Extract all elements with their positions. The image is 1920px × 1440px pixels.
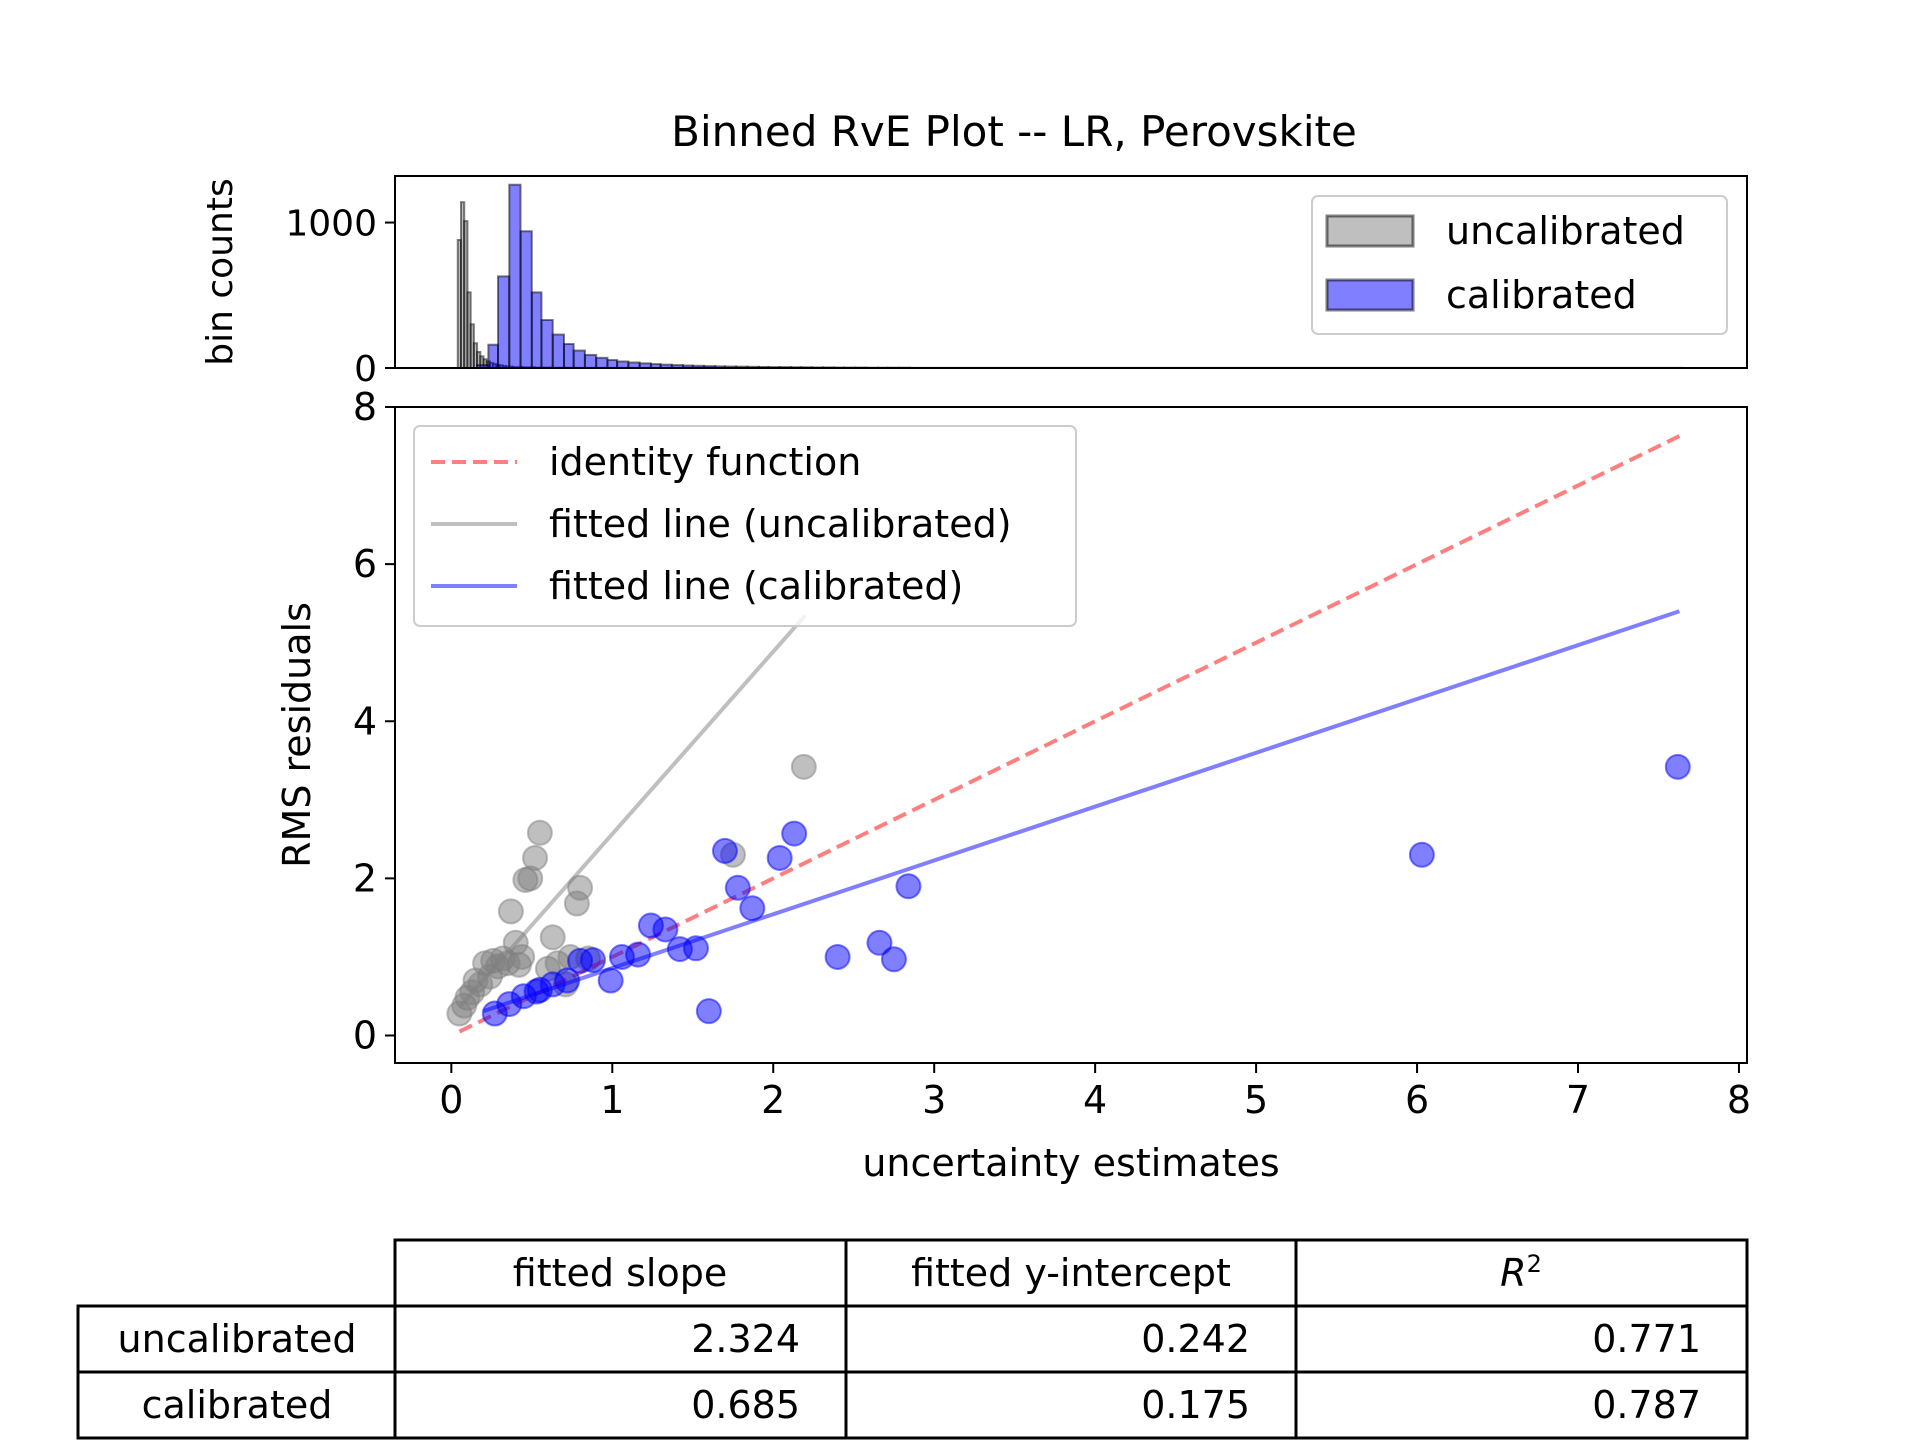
table-cell: 0.787 <box>1592 1383 1701 1427</box>
data-point-calibrated <box>781 820 808 847</box>
data-point-uncalibrated <box>539 924 566 951</box>
histogram-y-axis: 0 1000 <box>285 204 395 390</box>
legend-swatch-uncalibrated <box>1325 214 1415 248</box>
scatter-panel: 0 1 2 3 4 5 6 7 8 0 2 4 6 8 uncertainty estimates RMS… <box>275 385 1751 1185</box>
data-point-calibrated <box>695 998 722 1025</box>
histogram-bar-calibrated <box>583 353 598 369</box>
histogram-bar-calibrated <box>551 333 566 369</box>
scatter-x-tick-label: 5 <box>1244 1078 1268 1122</box>
histogram-legend-box <box>1311 195 1728 335</box>
histogram-frame <box>394 175 1748 369</box>
scatter-y-label: RMS residuals <box>275 602 319 868</box>
r2-superscript: 2 <box>1527 1250 1542 1278</box>
table-cell: 0.771 <box>1592 1317 1701 1361</box>
r2-symbol: R <box>1500 1251 1526 1295</box>
histogram-y-tick-label: 0 <box>354 349 377 390</box>
histogram-legend: uncalibrated calibrated <box>1311 195 1728 335</box>
data-point-uncalibrated <box>509 943 536 970</box>
data-point-calibrated <box>895 873 922 900</box>
data-point-calibrated <box>739 895 766 922</box>
scatter-x-tick-label: 0 <box>439 1078 463 1122</box>
table-header-intercept: fitted y-intercept <box>911 1251 1231 1295</box>
data-point-uncalibrated <box>497 898 524 925</box>
table-cell: 0.175 <box>1141 1383 1250 1427</box>
legend-label-fit-uncalibrated: fitted line (uncalibrated) <box>549 502 1012 546</box>
scatter-legend-box <box>413 425 1077 627</box>
scatter-y-tick-label: 0 <box>353 1014 377 1058</box>
histogram-y-label: bin counts <box>200 178 241 365</box>
data-point-uncalibrated <box>526 819 553 846</box>
histogram-bar-calibrated <box>595 356 609 369</box>
scatter-x-tick-label: 1 <box>600 1078 624 1122</box>
table-cell: 0.685 <box>691 1383 800 1427</box>
scatter-x-tick-label: 2 <box>761 1078 785 1122</box>
scatter-points-calibrated <box>481 753 1691 1027</box>
legend-label-calibrated: calibrated <box>1446 273 1637 317</box>
data-point-calibrated <box>625 941 652 968</box>
scatter-axes: 0 1 2 3 4 5 6 7 8 0 2 4 6 8 <box>353 385 1751 1122</box>
data-point-calibrated <box>866 929 893 956</box>
scatter-x-tick-label: 4 <box>1083 1078 1107 1122</box>
data-point-calibrated <box>1408 841 1435 868</box>
data-point-uncalibrated <box>522 844 549 871</box>
data-point-uncalibrated <box>567 874 594 901</box>
histogram-bar-calibrated <box>540 319 554 369</box>
data-point-calibrated <box>597 967 624 994</box>
data-point-calibrated <box>824 943 851 970</box>
scatter-y-tick-label: 8 <box>353 385 377 429</box>
data-point-calibrated <box>724 874 751 901</box>
scatter-x-tick-label: 3 <box>922 1078 946 1122</box>
table-header-slope: fitted slope <box>513 1251 727 1295</box>
histogram-panel: 0 1000 bin counts uncalibrated calibrated <box>200 175 1748 390</box>
legend-label-fit-calibrated: fitted line (calibrated) <box>549 564 963 608</box>
scatter-x-tick-label: 7 <box>1566 1078 1590 1122</box>
data-point-calibrated <box>652 916 679 943</box>
scatter-frame <box>394 406 1748 1064</box>
data-point-uncalibrated <box>790 753 817 780</box>
chart-title: Binned RvE Plot -- LR, Perovskite <box>671 107 1357 156</box>
scatter-x-tick-label: 6 <box>1405 1078 1429 1122</box>
line-identity-function <box>458 434 1681 1034</box>
histogram-bar-calibrated <box>519 230 533 369</box>
scatter-x-label: uncertainty estimates <box>862 1141 1279 1185</box>
data-point-calibrated <box>766 844 793 871</box>
histogram-bar-calibrated <box>487 343 500 369</box>
histogram-bar-calibrated <box>508 183 522 369</box>
histogram-bar-calibrated <box>530 291 543 370</box>
histogram-bar-calibrated <box>497 275 511 370</box>
data-point-calibrated <box>682 935 709 962</box>
scatter-legend: identity function fitted line (uncalibra… <box>413 425 1077 627</box>
fit-statistics-table: fitted slope fitted y-intercept R2 uncal… <box>76 1238 1749 1440</box>
histogram-bar-calibrated <box>606 359 619 369</box>
data-point-calibrated <box>1664 753 1691 780</box>
histogram-y-tick-label: 1000 <box>285 204 377 245</box>
scatter-y-tick-label: 4 <box>353 699 377 743</box>
table-row-label-uncalibrated: uncalibrated <box>118 1317 357 1361</box>
data-point-calibrated <box>711 837 738 864</box>
table-row-label-calibrated: calibrated <box>142 1383 333 1427</box>
histogram-bar-calibrated <box>572 349 586 369</box>
scatter-y-tick-label: 6 <box>353 542 377 586</box>
table-header-r2: R2 <box>1500 1250 1542 1295</box>
data-point-calibrated <box>880 946 907 973</box>
scatter-y-tick-label: 2 <box>353 856 377 900</box>
table-cell: 0.242 <box>1141 1317 1250 1361</box>
scatter-x-tick-label: 8 <box>1727 1078 1751 1122</box>
legend-label-identity: identity function <box>549 440 861 484</box>
line-fitted-line-uncalibrated- <box>457 613 807 1009</box>
legend-swatch-calibrated <box>1325 278 1415 312</box>
data-point-calibrated <box>554 967 581 994</box>
table-grid <box>76 1238 1749 1440</box>
data-point-calibrated <box>579 947 606 974</box>
legend-label-uncalibrated: uncalibrated <box>1446 209 1685 253</box>
table-cell: 2.324 <box>691 1317 800 1361</box>
histogram-bar-calibrated <box>563 343 575 369</box>
